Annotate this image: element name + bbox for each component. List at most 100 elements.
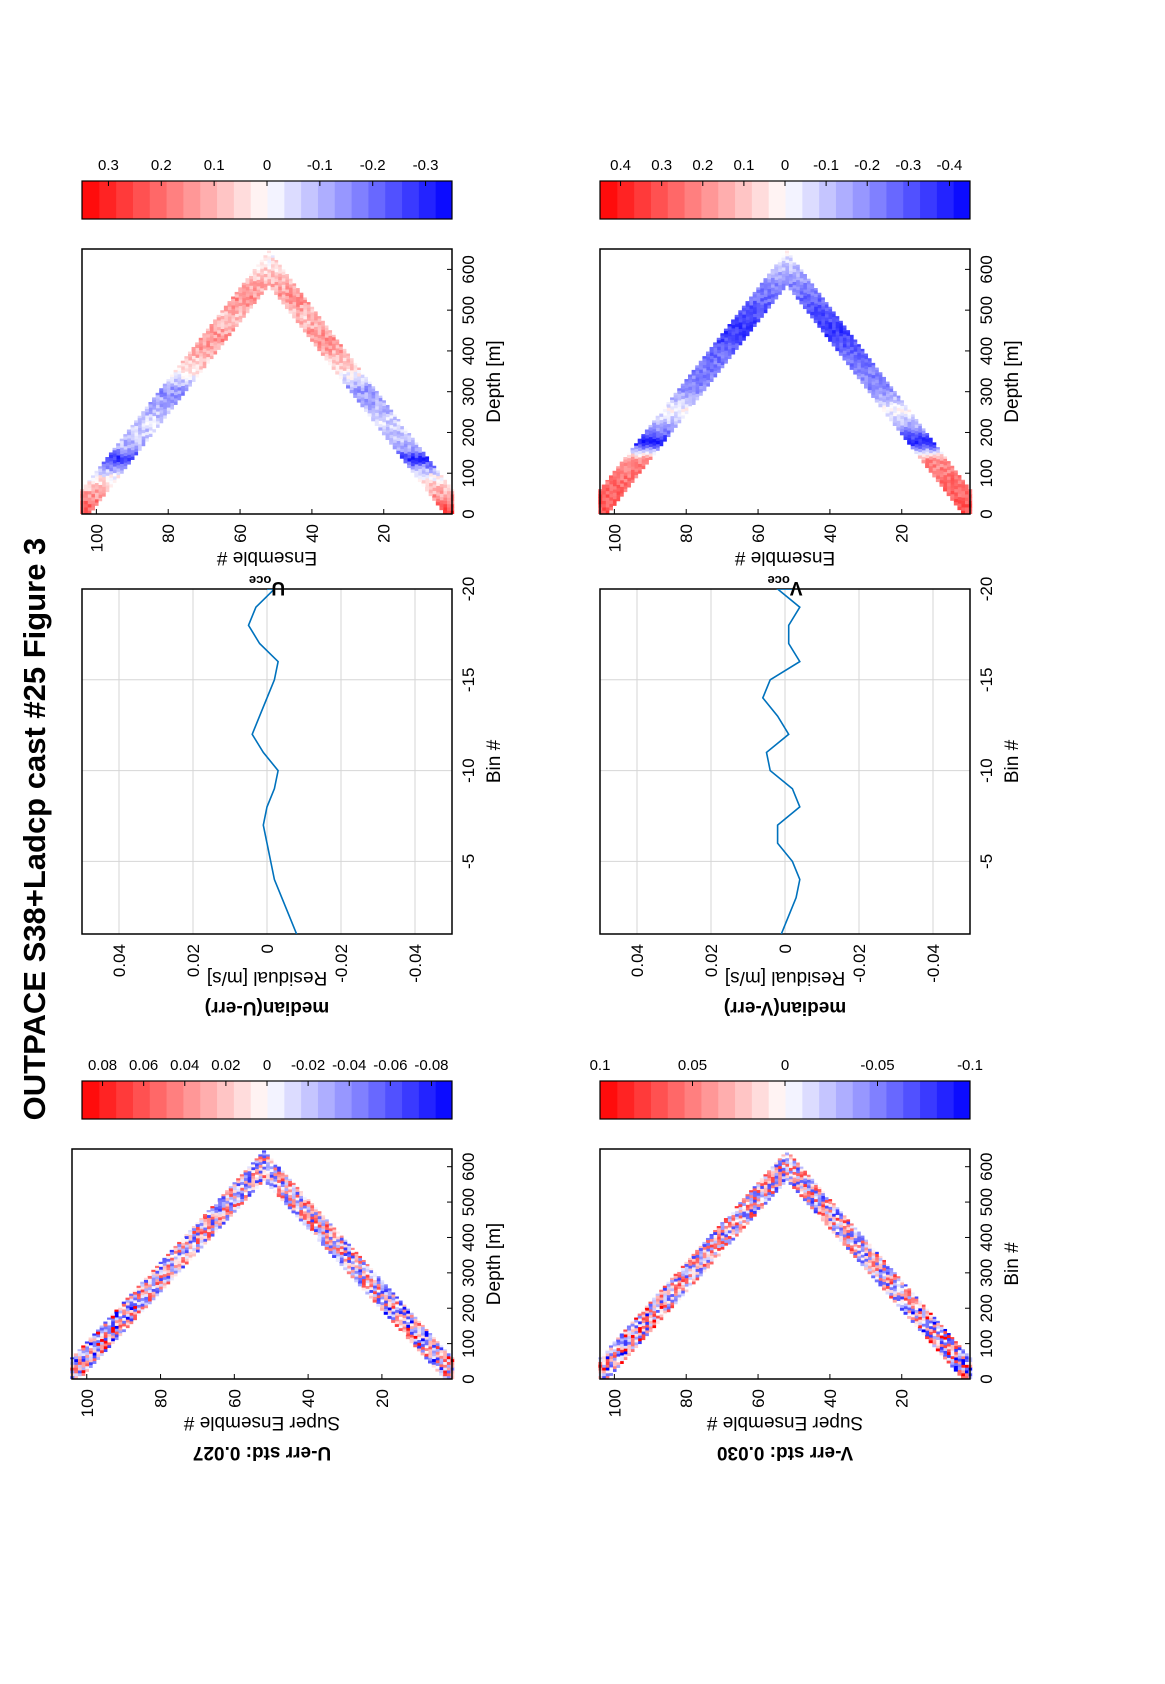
colorbar-swatch xyxy=(852,1081,870,1119)
heatmap-cell xyxy=(612,1341,617,1344)
heatmap-cell xyxy=(403,436,408,441)
heatmap-cell xyxy=(659,429,664,434)
heatmap-cell xyxy=(399,438,404,443)
heatmap-cell xyxy=(247,1173,252,1177)
heatmap-cell xyxy=(403,453,408,457)
heatmap-cell xyxy=(385,410,390,414)
heatmap-cell xyxy=(184,384,189,388)
heatmap-cell xyxy=(339,1260,344,1264)
heatmap-cell xyxy=(946,1357,951,1361)
heatmap-cell xyxy=(767,285,772,290)
heatmap-cell xyxy=(928,1325,933,1330)
heatmap-cell xyxy=(231,321,236,326)
heatmap-cell xyxy=(806,310,811,314)
heatmap-cell xyxy=(616,1359,621,1363)
heatmap-cell xyxy=(727,332,732,337)
heatmap-cell xyxy=(716,349,721,354)
colorbar-swatch xyxy=(953,1081,971,1119)
heatmap-cell xyxy=(637,1321,642,1325)
heatmap-cell xyxy=(810,1206,815,1210)
heatmap-cell xyxy=(817,304,822,309)
heatmap-cell xyxy=(899,1287,904,1291)
heatmap-cell xyxy=(238,287,243,290)
heatmap-cell xyxy=(166,384,171,389)
heatmap-cell xyxy=(396,427,401,432)
heatmap-cell xyxy=(957,480,962,485)
heatmap-cell xyxy=(425,464,430,469)
heatmap-cell xyxy=(420,1326,425,1330)
heatmap-cell xyxy=(702,1246,707,1250)
heatmap-cell xyxy=(399,423,404,427)
heatmap-cell xyxy=(383,1297,388,1301)
heatmap-cell xyxy=(950,467,955,472)
heatmap-cell xyxy=(378,420,383,425)
heatmap-cell xyxy=(136,1290,141,1294)
heatmap-cell xyxy=(813,1187,818,1191)
heatmap-cell xyxy=(723,1231,728,1235)
heatmap-cell xyxy=(652,425,657,430)
heatmap-cell xyxy=(354,1259,359,1263)
heatmap-cell xyxy=(270,257,275,262)
heatmap-cell xyxy=(885,399,890,404)
heatmap-cell xyxy=(354,1267,359,1271)
heatmap-cell xyxy=(910,1319,915,1323)
heatmap-cell xyxy=(148,420,153,424)
heatmap-cell xyxy=(119,440,124,445)
heatmap-cell xyxy=(439,1355,444,1359)
heatmap-cell xyxy=(398,1300,403,1303)
heatmap-cell xyxy=(101,493,106,497)
heatmap-cell xyxy=(810,304,815,309)
heatmap-cell xyxy=(820,302,825,307)
heatmap-cell xyxy=(383,1300,388,1304)
colorbar-swatch xyxy=(435,1081,453,1119)
heatmap-cell xyxy=(335,339,340,342)
heatmap-cell xyxy=(383,1303,388,1307)
heatmap-cell xyxy=(284,274,289,277)
heatmap-cell xyxy=(354,1264,359,1269)
heatmap-cell xyxy=(932,1332,937,1336)
heatmap-cell xyxy=(842,337,847,341)
heatmap-cell xyxy=(309,1204,315,1209)
heatmap-cell xyxy=(291,1193,296,1197)
heatmap-cell xyxy=(720,364,725,369)
heatmap-cell xyxy=(83,494,88,498)
heatmap-cell xyxy=(94,492,99,497)
colorbar-swatch xyxy=(650,181,668,219)
heatmap-cell xyxy=(741,1211,746,1215)
heatmap-cell xyxy=(169,1251,174,1255)
heatmap-cell xyxy=(108,457,113,462)
heatmap-cell xyxy=(680,383,685,387)
heatmap-cell xyxy=(413,1335,418,1339)
heatmap-cell xyxy=(202,341,207,346)
heatmap-cell xyxy=(961,1361,966,1365)
xtick-label: 0.04 xyxy=(628,944,647,977)
heatmap-cell xyxy=(759,301,764,305)
heatmap-cell xyxy=(655,1298,660,1302)
heatmap-cell xyxy=(270,267,275,271)
heatmap-cell xyxy=(655,1309,660,1313)
heatmap-cell xyxy=(281,297,286,302)
heatmap-cell xyxy=(252,277,257,282)
heatmap-cell xyxy=(914,430,919,435)
heatmap-cell xyxy=(238,318,243,323)
heatmap-cell xyxy=(770,1166,775,1169)
heatmap-cell xyxy=(673,1275,678,1279)
ylabel: Depth [m] xyxy=(484,340,505,422)
heatmap-cell xyxy=(885,383,890,388)
heatmap-cell xyxy=(806,1193,811,1197)
heatmap-cell xyxy=(961,484,966,488)
heatmap-cell xyxy=(396,424,401,428)
heatmap-cell xyxy=(670,428,675,433)
heatmap-cell xyxy=(910,1292,915,1295)
heatmap-cell xyxy=(903,1300,908,1304)
heatmap-cell xyxy=(745,329,750,333)
heatmap-cell xyxy=(258,1161,263,1166)
heatmap-cell xyxy=(159,416,164,421)
heatmap-cell xyxy=(817,1188,822,1192)
heatmap-cell xyxy=(241,282,246,286)
heatmap-cell xyxy=(702,1260,707,1264)
heatmap-cell xyxy=(846,1240,851,1245)
heatmap-cell xyxy=(824,323,829,328)
heatmap-cell xyxy=(121,1328,126,1333)
heatmap-cell xyxy=(299,294,304,299)
